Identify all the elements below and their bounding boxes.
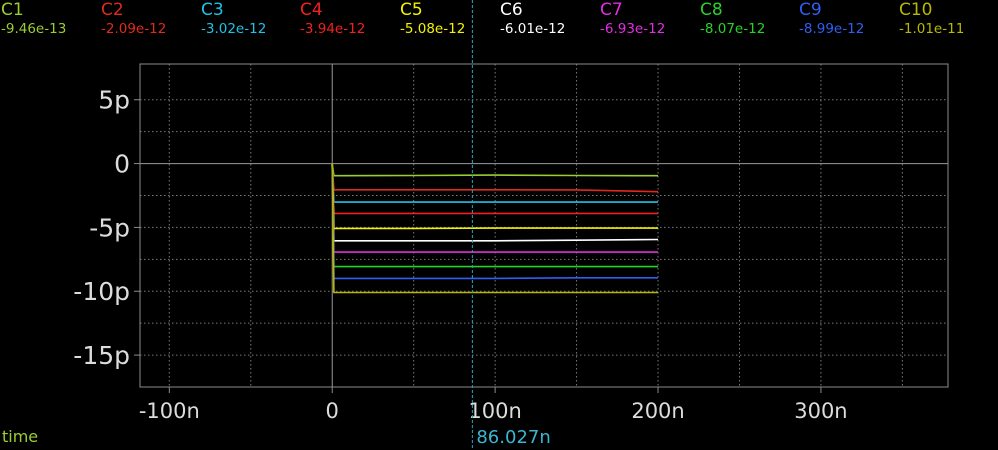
legend-series-value: -8.07e-12 [700,21,766,37]
series-line-c10 [331,163,658,294]
legend-series-value: -2.09e-12 [101,21,167,37]
y-tick-label: -10p [73,277,130,306]
legend-item-c4[interactable]: C4 -3.94e-12 [300,0,365,38]
legend-item-c3[interactable]: C3 -3.02e-12 [201,0,266,38]
legend-series-value: -5.08e-12 [400,21,466,37]
legend-series-value: -1.01e-11 [899,21,965,37]
legend-series-name: C2 [101,0,124,20]
legend-series-value: -6.93e-12 [600,21,666,37]
legend-item-c8[interactable]: C8 -8.07e-12 [700,0,765,38]
x-tick-label: 0 [326,399,339,423]
legend-series-name: C4 [300,0,323,20]
legend-series-name: C9 [799,0,822,20]
y-tick-label: 0 [114,150,130,179]
cursor-readout: 86.027n [476,427,551,448]
series-line-c2 [331,163,659,193]
legend-series-name: C1 [1,0,24,20]
legend-series-name: C3 [201,0,224,20]
legend-series-value: -9.46e-13 [1,21,67,37]
x-tick-label: 100n [468,399,521,423]
legend-series-value: -3.02e-12 [201,21,267,37]
y-tick-label: -5p [89,213,130,242]
legend-item-c6[interactable]: C6 -6.01e-12 [500,0,565,38]
x-tick-label: 300n [794,399,847,423]
legend-series-name: C6 [500,0,523,20]
legend-item-c5[interactable]: C5 -5.08e-12 [400,0,465,38]
x-tick-label: 200n [631,399,684,423]
legend-series-name: C10 [899,0,933,20]
x-axis-label: time [2,427,39,446]
legend-item-c2[interactable]: C2 -2.09e-12 [101,0,166,38]
y-tick-label: -15p [73,341,130,370]
y-tick-label: 5p [98,86,130,115]
legend-series-value: -6.01e-12 [500,21,566,37]
series-line-c8 [331,163,658,268]
legend-item-c9[interactable]: C9 -8.99e-12 [799,0,864,38]
legend: C1 -9.46e-13 C2 -2.09e-12 C3 -3.02e-12 C4 -3.94… [0,0,998,44]
legend-item-c1[interactable]: C1 -9.46e-13 [1,0,66,38]
plot-frame [139,63,949,388]
legend-item-c7[interactable]: C7 -6.93e-12 [600,0,665,38]
x-tick-label: -100n [139,399,200,423]
legend-item-c10[interactable]: C10 -1.01e-11 [899,0,964,38]
legend-series-name: C7 [600,0,623,20]
legend-series-name: C5 [400,0,423,20]
legend-series-value: -8.99e-12 [799,21,865,37]
legend-series-name: C8 [700,0,723,20]
legend-series-value: -3.94e-12 [300,21,366,37]
series-line-c1 [331,163,659,177]
